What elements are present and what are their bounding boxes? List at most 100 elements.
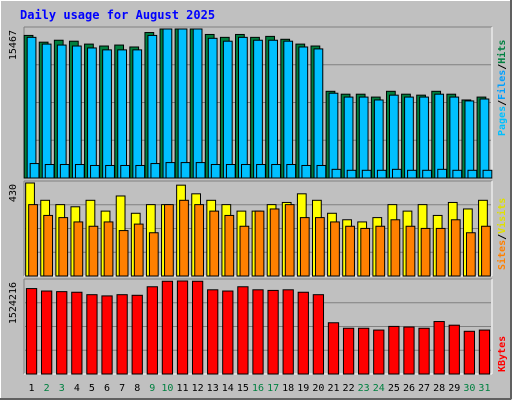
bar-sites-12 xyxy=(194,204,204,277)
bar-sites-2 xyxy=(43,214,54,277)
side-label-bottom: KBytes xyxy=(497,336,508,372)
bar-kbytes-27 xyxy=(418,327,430,375)
bar-sites-27 xyxy=(420,227,431,277)
bar-sites-24 xyxy=(375,225,386,277)
side-label-part: KBytes xyxy=(497,336,508,372)
day-label-31: 31 xyxy=(478,383,490,394)
bar-files-4 xyxy=(71,45,82,179)
bar-pages-14 xyxy=(225,164,236,179)
bar-files-22 xyxy=(343,96,354,179)
bar-pages-16 xyxy=(256,164,266,179)
side-label-part: / xyxy=(497,64,508,70)
bar-sites-26 xyxy=(405,225,416,277)
day-labels: 1 2 3 4 5 6 7 8 9 10 11 12 13 14 15 16 17 18 19 20 21 22 23 24 2… xyxy=(29,383,491,394)
day-label-30: 30 xyxy=(463,383,475,394)
side-label-part: Files xyxy=(496,70,508,100)
bar-pages-19 xyxy=(301,164,312,179)
day-label-25: 25 xyxy=(388,383,400,394)
day-label-2: 2 xyxy=(44,383,50,394)
bar-files-10 xyxy=(162,28,173,179)
bar-pages-5 xyxy=(90,164,100,179)
bar-kbytes-16 xyxy=(252,289,264,375)
bar-kbytes-18 xyxy=(282,289,294,375)
bar-kbytes-29 xyxy=(448,324,460,375)
bar-sites-3 xyxy=(58,217,69,277)
bar-files-13 xyxy=(207,37,218,179)
day-label-8: 8 xyxy=(134,383,140,394)
bar-sites-25 xyxy=(390,219,401,277)
series-pages xyxy=(29,162,493,179)
y-max-label: 1524216 xyxy=(8,282,19,324)
bar-files-29 xyxy=(449,96,460,179)
bar-sites-10 xyxy=(164,204,174,277)
bar-kbytes-11 xyxy=(176,280,189,375)
bar-kbytes-9 xyxy=(146,286,158,375)
series-sites xyxy=(28,199,491,277)
bar-sites-13 xyxy=(209,210,220,277)
chart-panels: 15467 430 1524216 xyxy=(8,26,493,375)
day-label-17: 17 xyxy=(267,383,279,394)
bar-pages-31 xyxy=(482,169,493,179)
bar-sites-4 xyxy=(73,221,84,277)
day-label-18: 18 xyxy=(282,383,294,394)
y-max-label: 430 xyxy=(8,184,19,202)
bar-sites-8 xyxy=(133,223,144,277)
bar-sites-1 xyxy=(28,204,38,277)
bar-kbytes-5 xyxy=(86,294,98,375)
bar-pages-7 xyxy=(120,164,131,179)
bar-pages-26 xyxy=(407,169,417,179)
bar-pages-6 xyxy=(105,164,115,179)
bar-files-15 xyxy=(238,36,248,179)
bar-kbytes-12 xyxy=(191,280,204,375)
bar-files-30 xyxy=(464,100,475,179)
bar-kbytes-25 xyxy=(388,325,400,375)
bar-files-26 xyxy=(404,96,414,179)
bar-pages-22 xyxy=(346,169,357,179)
bar-kbytes-14 xyxy=(222,290,234,375)
bar-kbytes-2 xyxy=(41,290,53,375)
bar-sites-16 xyxy=(254,210,265,277)
series-kbytes xyxy=(25,280,491,375)
bar-pages-1 xyxy=(29,163,40,179)
day-label-13: 13 xyxy=(207,383,219,394)
bar-files-27 xyxy=(419,96,429,179)
bar-kbytes-26 xyxy=(403,326,415,375)
bar-sites-19 xyxy=(299,217,310,277)
bar-sites-14 xyxy=(224,214,235,277)
day-label-23: 23 xyxy=(358,383,370,394)
bar-files-28 xyxy=(434,93,445,179)
bar-sites-20 xyxy=(315,217,325,277)
bar-files-20 xyxy=(313,48,324,179)
bar-kbytes-3 xyxy=(56,291,68,375)
bar-sites-9 xyxy=(148,232,159,277)
bar-sites-6 xyxy=(103,221,114,277)
day-label-22: 22 xyxy=(343,383,355,394)
day-label-20: 20 xyxy=(312,383,324,394)
day-label-1: 1 xyxy=(29,383,35,394)
day-label-14: 14 xyxy=(222,383,234,394)
side-label-middle: Sites/Visits xyxy=(496,198,508,270)
bar-kbytes-13 xyxy=(207,289,219,375)
bar-files-3 xyxy=(56,44,67,179)
day-label-7: 7 xyxy=(119,383,125,394)
bar-kbytes-23 xyxy=(358,327,370,375)
bar-files-1 xyxy=(26,36,37,179)
bar-kbytes-30 xyxy=(463,330,475,375)
bar-kbytes-10 xyxy=(161,280,174,375)
bar-kbytes-24 xyxy=(373,329,385,375)
bar-pages-2 xyxy=(44,164,55,179)
bar-sites-5 xyxy=(88,225,99,277)
bar-files-9 xyxy=(147,34,158,179)
bar-files-5 xyxy=(87,47,97,179)
side-label-part: Sites xyxy=(496,240,508,270)
bar-files-6 xyxy=(102,49,112,179)
bar-kbytes-22 xyxy=(342,327,355,375)
bar-pages-13 xyxy=(210,164,221,179)
bar-kbytes-15 xyxy=(237,286,249,375)
day-label-9: 9 xyxy=(149,383,155,394)
bar-sites-29 xyxy=(450,219,461,277)
bar-sites-18 xyxy=(284,204,295,277)
bar-files-12 xyxy=(192,28,203,179)
